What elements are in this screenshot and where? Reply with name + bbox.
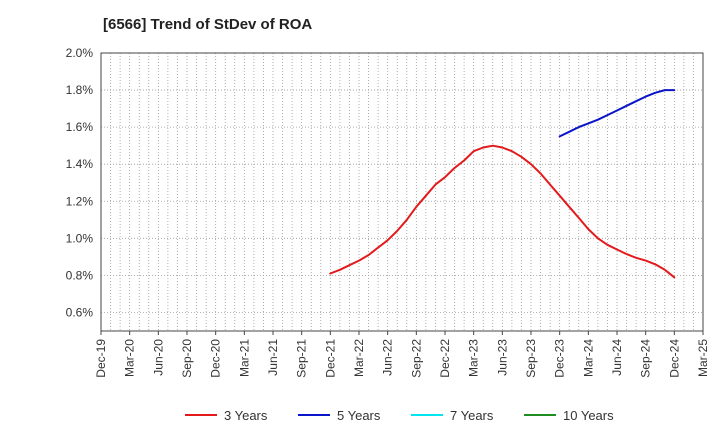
x-tick-label: Sep-23 — [524, 339, 538, 378]
y-tick-label: 1.2% — [66, 194, 94, 208]
x-tick-label: Mar-22 — [352, 339, 366, 377]
legend: 3 Years 5 Years 7 Years 10 Years — [185, 408, 614, 423]
x-tick-label: Jun-21 — [266, 339, 280, 376]
grid-layer — [101, 53, 703, 331]
x-tick-label: Dec-22 — [438, 339, 452, 378]
legend-label: 10 Years — [563, 408, 614, 423]
x-tick-label: Jun-22 — [381, 339, 395, 376]
x-tick-label: Sep-24 — [639, 339, 653, 378]
series-layer — [329, 89, 676, 279]
x-tick-labels: Dec-19 Mar-20 Jun-20 Sep-20 Dec-20 Mar-21 Jun-… — [94, 331, 710, 378]
x-tick-label: Dec-23 — [553, 339, 567, 378]
x-tick-label: Jun-23 — [495, 339, 509, 376]
series-line-3-years — [329, 144, 676, 279]
x-tick-label: Mar-25 — [696, 339, 710, 377]
x-tick-label: Sep-22 — [409, 339, 423, 378]
x-tick-label: Mar-24 — [581, 339, 595, 377]
x-tick-label: Dec-24 — [667, 339, 681, 378]
legend-label: 3 Years — [224, 408, 268, 423]
x-tick-label: Jun-24 — [610, 339, 624, 376]
y-tick-labels: 0.6% 0.8% 1.0% 1.2% 1.4% 1.6% 1.8% 2.0% — [66, 46, 94, 319]
x-tick-label: Sep-21 — [295, 339, 309, 378]
x-tick-label: Dec-21 — [323, 339, 337, 378]
y-tick-label: 1.0% — [66, 231, 94, 245]
series-line-5-years — [558, 89, 676, 138]
x-tick-label: Mar-20 — [123, 339, 137, 377]
y-tick-label: 0.8% — [66, 268, 94, 282]
legend-label: 5 Years — [337, 408, 381, 423]
x-tick-label: Mar-21 — [237, 339, 251, 377]
x-tick-label: Jun-20 — [151, 339, 165, 376]
legend-label: 7 Years — [450, 408, 494, 423]
x-tick-label: Mar-23 — [467, 339, 481, 377]
y-tick-label: 1.8% — [66, 83, 94, 97]
y-tick-label: 1.4% — [66, 157, 94, 171]
x-tick-label: Dec-19 — [94, 339, 108, 378]
y-tick-label: 2.0% — [66, 46, 94, 60]
y-tick-label: 0.6% — [66, 305, 94, 319]
y-tick-label: 1.6% — [66, 120, 94, 134]
x-tick-label: Dec-20 — [209, 339, 223, 378]
x-tick-label: Sep-20 — [180, 339, 194, 378]
chart-title: [6566] Trend of StDev of ROA — [103, 16, 313, 33]
plot-frame — [100, 52, 704, 332]
